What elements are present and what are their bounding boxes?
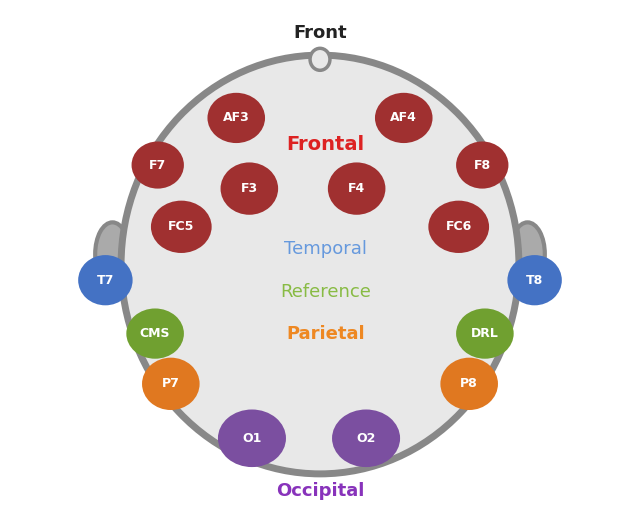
Ellipse shape bbox=[221, 162, 278, 215]
Text: Occipital: Occipital bbox=[276, 481, 364, 499]
Ellipse shape bbox=[428, 200, 489, 253]
Text: P7: P7 bbox=[162, 377, 180, 390]
Ellipse shape bbox=[332, 409, 400, 467]
Text: T7: T7 bbox=[97, 273, 114, 287]
Ellipse shape bbox=[508, 255, 562, 305]
Text: FC5: FC5 bbox=[168, 220, 195, 233]
Text: Temporal: Temporal bbox=[284, 240, 367, 258]
Ellipse shape bbox=[95, 222, 130, 286]
Ellipse shape bbox=[126, 308, 184, 359]
Ellipse shape bbox=[510, 222, 545, 286]
Text: Frontal: Frontal bbox=[286, 134, 364, 153]
Ellipse shape bbox=[456, 308, 514, 359]
Text: P8: P8 bbox=[460, 377, 478, 390]
Text: FC6: FC6 bbox=[445, 220, 472, 233]
Text: Front: Front bbox=[293, 24, 347, 42]
Ellipse shape bbox=[132, 141, 184, 189]
Ellipse shape bbox=[142, 358, 200, 410]
Text: Parietal: Parietal bbox=[286, 325, 365, 343]
Ellipse shape bbox=[207, 93, 265, 143]
Text: F7: F7 bbox=[149, 159, 166, 171]
Text: CMS: CMS bbox=[140, 327, 170, 340]
Ellipse shape bbox=[121, 55, 519, 474]
Ellipse shape bbox=[78, 255, 132, 305]
Text: T8: T8 bbox=[526, 273, 543, 287]
Text: F8: F8 bbox=[474, 159, 491, 171]
Ellipse shape bbox=[218, 409, 286, 467]
Text: O2: O2 bbox=[356, 432, 376, 445]
Ellipse shape bbox=[440, 358, 498, 410]
Ellipse shape bbox=[456, 141, 508, 189]
Text: F3: F3 bbox=[241, 182, 258, 195]
Text: AF4: AF4 bbox=[390, 112, 417, 124]
Text: O1: O1 bbox=[243, 432, 262, 445]
Ellipse shape bbox=[328, 162, 385, 215]
Text: DRL: DRL bbox=[471, 327, 499, 340]
Text: F4: F4 bbox=[348, 182, 365, 195]
Ellipse shape bbox=[375, 93, 433, 143]
Ellipse shape bbox=[310, 48, 330, 70]
Text: AF3: AF3 bbox=[223, 112, 250, 124]
Ellipse shape bbox=[151, 200, 212, 253]
Text: Reference: Reference bbox=[280, 282, 371, 300]
